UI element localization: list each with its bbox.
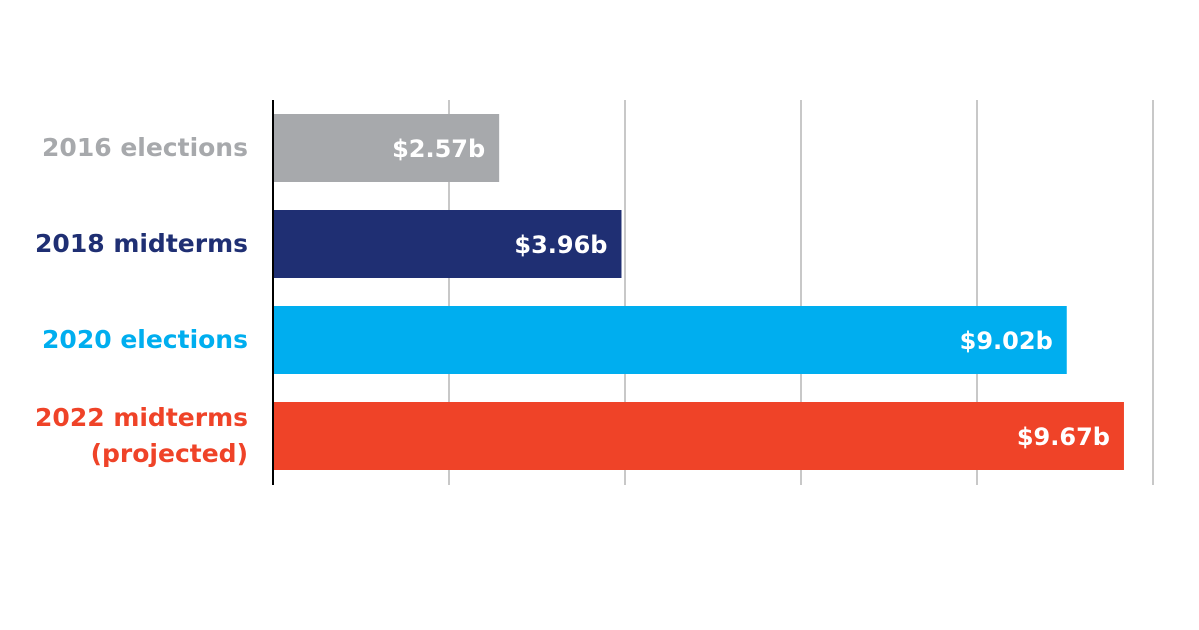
category-label: 2018 midterms (35, 229, 248, 258)
value-label: $2.57b (392, 135, 485, 163)
category-label: 2016 elections (42, 133, 248, 162)
category-label: 2022 midterms (projected) (35, 403, 248, 468)
category-label: 2020 elections (42, 325, 248, 354)
bar (273, 306, 1067, 374)
value-label: $9.02b (960, 327, 1053, 355)
bar (273, 210, 622, 278)
bar (273, 402, 1124, 470)
bar (273, 114, 500, 182)
value-label: $9.67b (1017, 423, 1110, 451)
value-label: $3.96b (514, 231, 607, 259)
